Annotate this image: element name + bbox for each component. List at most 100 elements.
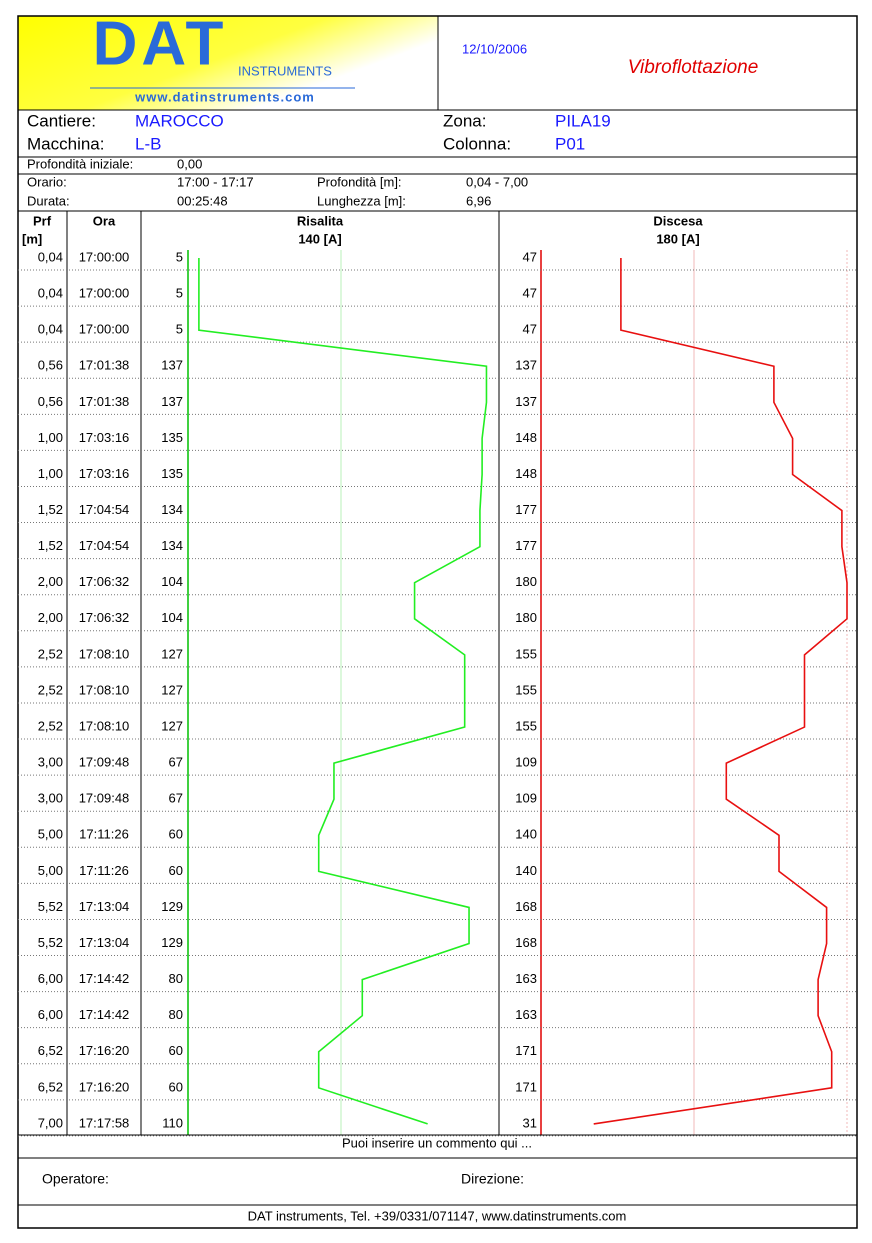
label: Cantiere: <box>27 111 96 130</box>
col-header: Risalita <box>297 213 344 228</box>
label: Operatore: <box>42 1171 109 1187</box>
cell: 140 <box>515 863 537 878</box>
cell: 17:13:04 <box>79 935 130 950</box>
cell: 17:08:10 <box>79 718 130 733</box>
cell: 5 <box>176 322 183 337</box>
cell: 1,52 <box>38 502 63 517</box>
cell: 148 <box>515 430 537 445</box>
cell: 47 <box>523 322 537 337</box>
cell: 17:08:10 <box>79 646 130 661</box>
cell: 80 <box>169 971 183 986</box>
col-header: Ora <box>93 213 116 228</box>
label: Lunghezza [m]: <box>317 193 406 208</box>
cell: 140 <box>515 827 537 842</box>
cell: 17:14:42 <box>79 1007 130 1022</box>
label: Profondità [m]: <box>317 174 402 189</box>
cell: 17:04:54 <box>79 502 130 517</box>
cell: 60 <box>169 1079 183 1094</box>
cell: 137 <box>515 358 537 373</box>
logo: DAT <box>93 9 228 78</box>
cell: 168 <box>515 935 537 950</box>
discesa-line <box>593 258 848 1125</box>
title: Vibroflottazione <box>628 57 759 78</box>
footer: DAT instruments, Tel. +39/0331/071147, w… <box>248 1208 627 1223</box>
cell: 2,00 <box>38 610 63 625</box>
value: L-B <box>135 134 161 153</box>
cell: 67 <box>169 791 183 806</box>
cell: 1,00 <box>38 466 63 481</box>
cell: 47 <box>523 249 537 264</box>
cell: 6,52 <box>38 1079 63 1094</box>
cell: 163 <box>515 971 537 986</box>
cell: 0,04 <box>38 286 63 301</box>
cell: 5,52 <box>38 899 63 914</box>
cell: 7,00 <box>38 1115 63 1130</box>
cell: 6,52 <box>38 1043 63 1058</box>
cell: 171 <box>515 1079 537 1094</box>
cell: 17:03:16 <box>79 430 130 445</box>
cell: 2,52 <box>38 682 63 697</box>
value: 00:25:48 <box>177 193 228 208</box>
label: Orario: <box>27 174 67 189</box>
logo-sub: INSTRUMENTS <box>238 63 332 78</box>
cell: 5,00 <box>38 863 63 878</box>
cell: 17:14:42 <box>79 971 130 986</box>
scale-label: 140 [A] <box>298 231 341 246</box>
cell: 6,00 <box>38 1007 63 1022</box>
cell: 17:06:32 <box>79 610 130 625</box>
value: 0,00 <box>177 156 202 171</box>
cell: 0,56 <box>38 394 63 409</box>
cell: 17:04:54 <box>79 538 130 553</box>
cell: 17:11:26 <box>79 827 129 842</box>
cell: 60 <box>169 827 183 842</box>
cell: 5 <box>176 249 183 264</box>
cell: 171 <box>515 1043 537 1058</box>
cell: 109 <box>515 791 537 806</box>
cell: 1,00 <box>38 430 63 445</box>
cell: 1,52 <box>38 538 63 553</box>
page-border <box>17 15 858 1229</box>
cell: 5 <box>176 286 183 301</box>
cell: 67 <box>169 755 183 770</box>
cell: 180 <box>515 574 537 589</box>
label: Colonna: <box>443 134 511 153</box>
cell: 17:00:00 <box>79 322 130 337</box>
cell: 0,04 <box>38 249 63 264</box>
cell: 2,52 <box>38 718 63 733</box>
cell: 6,00 <box>38 971 63 986</box>
cell: 5,00 <box>38 827 63 842</box>
cell: 17:17:58 <box>79 1115 130 1130</box>
cell: 134 <box>161 502 183 517</box>
value: 6,96 <box>466 193 491 208</box>
value: MAROCCO <box>135 111 224 130</box>
cell: 17:09:48 <box>79 791 130 806</box>
label: Macchina: <box>27 134 104 153</box>
cell: 3,00 <box>38 755 63 770</box>
value: P01 <box>555 134 585 153</box>
cell: 134 <box>161 538 183 553</box>
cell: 17:01:38 <box>79 358 130 373</box>
cell: 129 <box>161 899 183 914</box>
cell: 31 <box>523 1115 537 1130</box>
cell: 104 <box>161 610 183 625</box>
cell: 155 <box>515 718 537 733</box>
cell: 177 <box>515 538 537 553</box>
cell: 129 <box>161 935 183 950</box>
cell: 2,52 <box>38 646 63 661</box>
col-header: Discesa <box>653 213 703 228</box>
logo-bg <box>18 16 438 110</box>
cell: 17:03:16 <box>79 466 130 481</box>
cell: 47 <box>523 286 537 301</box>
cell: 168 <box>515 899 537 914</box>
cell: 17:08:10 <box>79 682 130 697</box>
label: Direzione: <box>461 1171 524 1187</box>
label: Profondità iniziale: <box>27 156 133 171</box>
cell: 0,04 <box>38 322 63 337</box>
cell: 104 <box>161 574 183 589</box>
value: 17:00 - 17:17 <box>177 174 254 189</box>
cell: 17:13:04 <box>79 899 130 914</box>
cell: 17:11:26 <box>79 863 129 878</box>
value: PILA19 <box>555 111 611 130</box>
col-unit: [m] <box>22 231 42 246</box>
